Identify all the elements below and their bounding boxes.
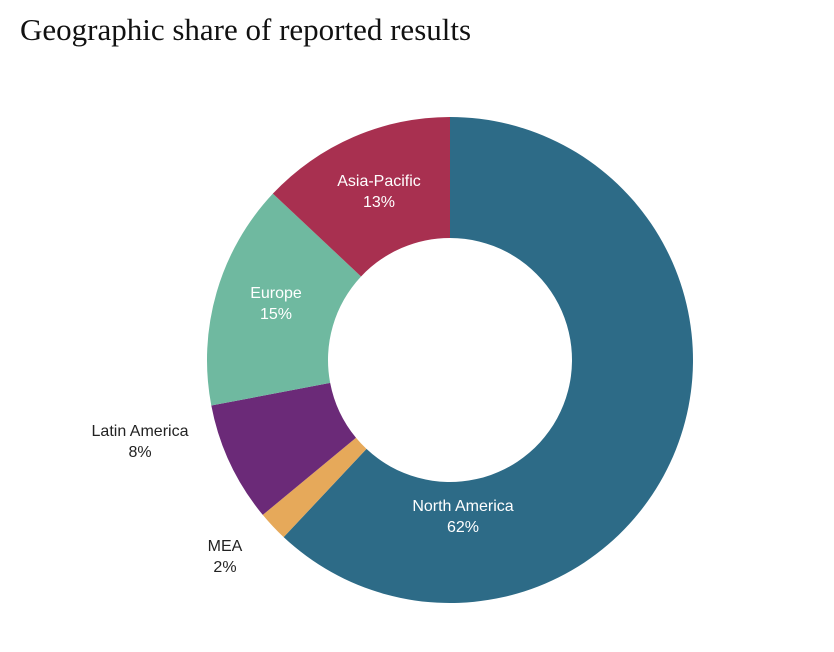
- slice-label: Europe 15%: [250, 283, 302, 325]
- slice-label-name: Europe: [250, 285, 302, 302]
- slice-label-value: 8%: [128, 444, 152, 461]
- chart-title: Geographic share of reported results: [20, 12, 472, 47]
- slice-label-name: MEA: [207, 538, 243, 555]
- slice-label-name: Asia-Pacific: [337, 173, 421, 190]
- slice-europe: [207, 193, 362, 406]
- slice-label: Latin America 8%: [92, 421, 189, 463]
- slice-label-value: 13%: [362, 194, 396, 211]
- slice-label-value: 62%: [446, 519, 480, 536]
- slice-mea: [262, 437, 367, 538]
- slice-latin-america: [211, 382, 356, 515]
- slice-north-america: [283, 117, 693, 603]
- slice-label: Asia-Pacific 13%: [337, 171, 421, 213]
- slice-label-name: North America: [412, 498, 514, 515]
- slice-label-value: 15%: [259, 306, 293, 323]
- slice-label-value: 2%: [213, 559, 237, 576]
- slice-asia-pacific: [272, 117, 450, 277]
- slice-label-name: Latin America: [91, 423, 189, 440]
- slice-label: MEA 2%: [208, 536, 243, 578]
- slice-label: North America 62%: [412, 496, 513, 538]
